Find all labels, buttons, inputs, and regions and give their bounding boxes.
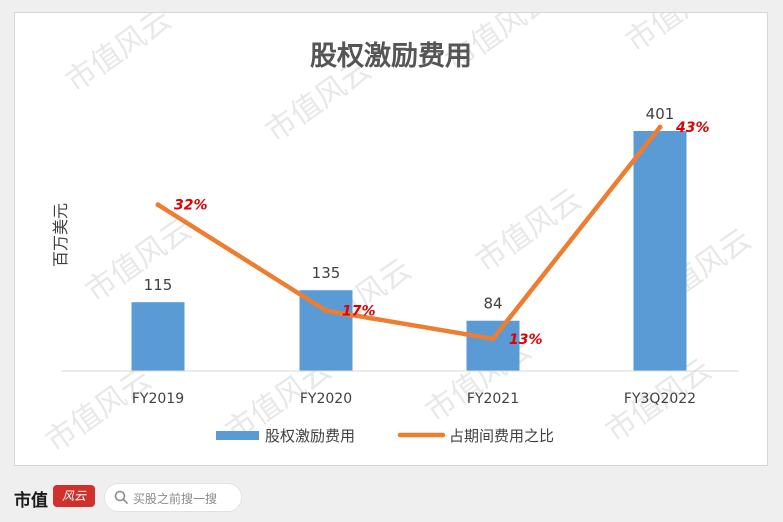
line-point	[490, 336, 496, 342]
line-value-label: 32%	[174, 198, 208, 214]
bar-value-label: 135	[312, 264, 341, 282]
watermark-text: 市值风云	[620, 13, 738, 60]
legend-label-line: 占期间费用之比	[449, 427, 554, 445]
line-point	[657, 124, 663, 130]
chart-card: 市值风云 市值风云 市值风云 市值风云 市值风云 市值风云 市值风云 市值风云 市值风云 市值风云…	[14, 12, 768, 466]
chart-title: 股权激励费用	[310, 40, 472, 72]
line-point	[323, 308, 329, 314]
footer-bar: 市值 风云 买股之前搜一搜	[0, 472, 783, 522]
x-tick-label: FY2021	[467, 391, 519, 407]
x-tick-label: FY3Q2022	[624, 391, 696, 407]
legend-label-bar: 股权激励费用	[265, 427, 355, 445]
line-value-label: 43%	[675, 120, 710, 136]
x-tick-label: FY2020	[300, 391, 352, 407]
line-point	[155, 202, 161, 208]
legend-swatch-bar	[216, 431, 259, 440]
search-placeholder[interactable]: 买股之前搜一搜	[133, 492, 218, 506]
watermark-text: 市值风云	[40, 362, 158, 459]
search-icon	[114, 490, 128, 504]
watermark-text: 市值风云	[80, 212, 198, 309]
y-axis-label: 百万美元	[51, 203, 70, 267]
watermark-text: 市值风云	[60, 13, 178, 100]
bar	[633, 131, 687, 371]
bar-value-label: 84	[483, 295, 502, 313]
x-tick-label: FY2019	[132, 391, 184, 407]
line-value-label: 13%	[509, 332, 543, 348]
line-value-label: 17%	[342, 304, 376, 320]
bar-value-label: 401	[646, 105, 675, 123]
search-box[interactable]: 买股之前搜一搜	[104, 483, 242, 512]
bar	[466, 320, 520, 371]
line-series	[155, 124, 663, 342]
bar	[299, 290, 353, 371]
brand-logo-text[interactable]: 市值	[14, 491, 48, 511]
bar-value-label: 115	[144, 276, 173, 294]
watermark-text: 市值风云	[470, 182, 588, 279]
brand-logo-mark[interactable]: 风云	[53, 485, 95, 507]
bar	[131, 302, 185, 371]
